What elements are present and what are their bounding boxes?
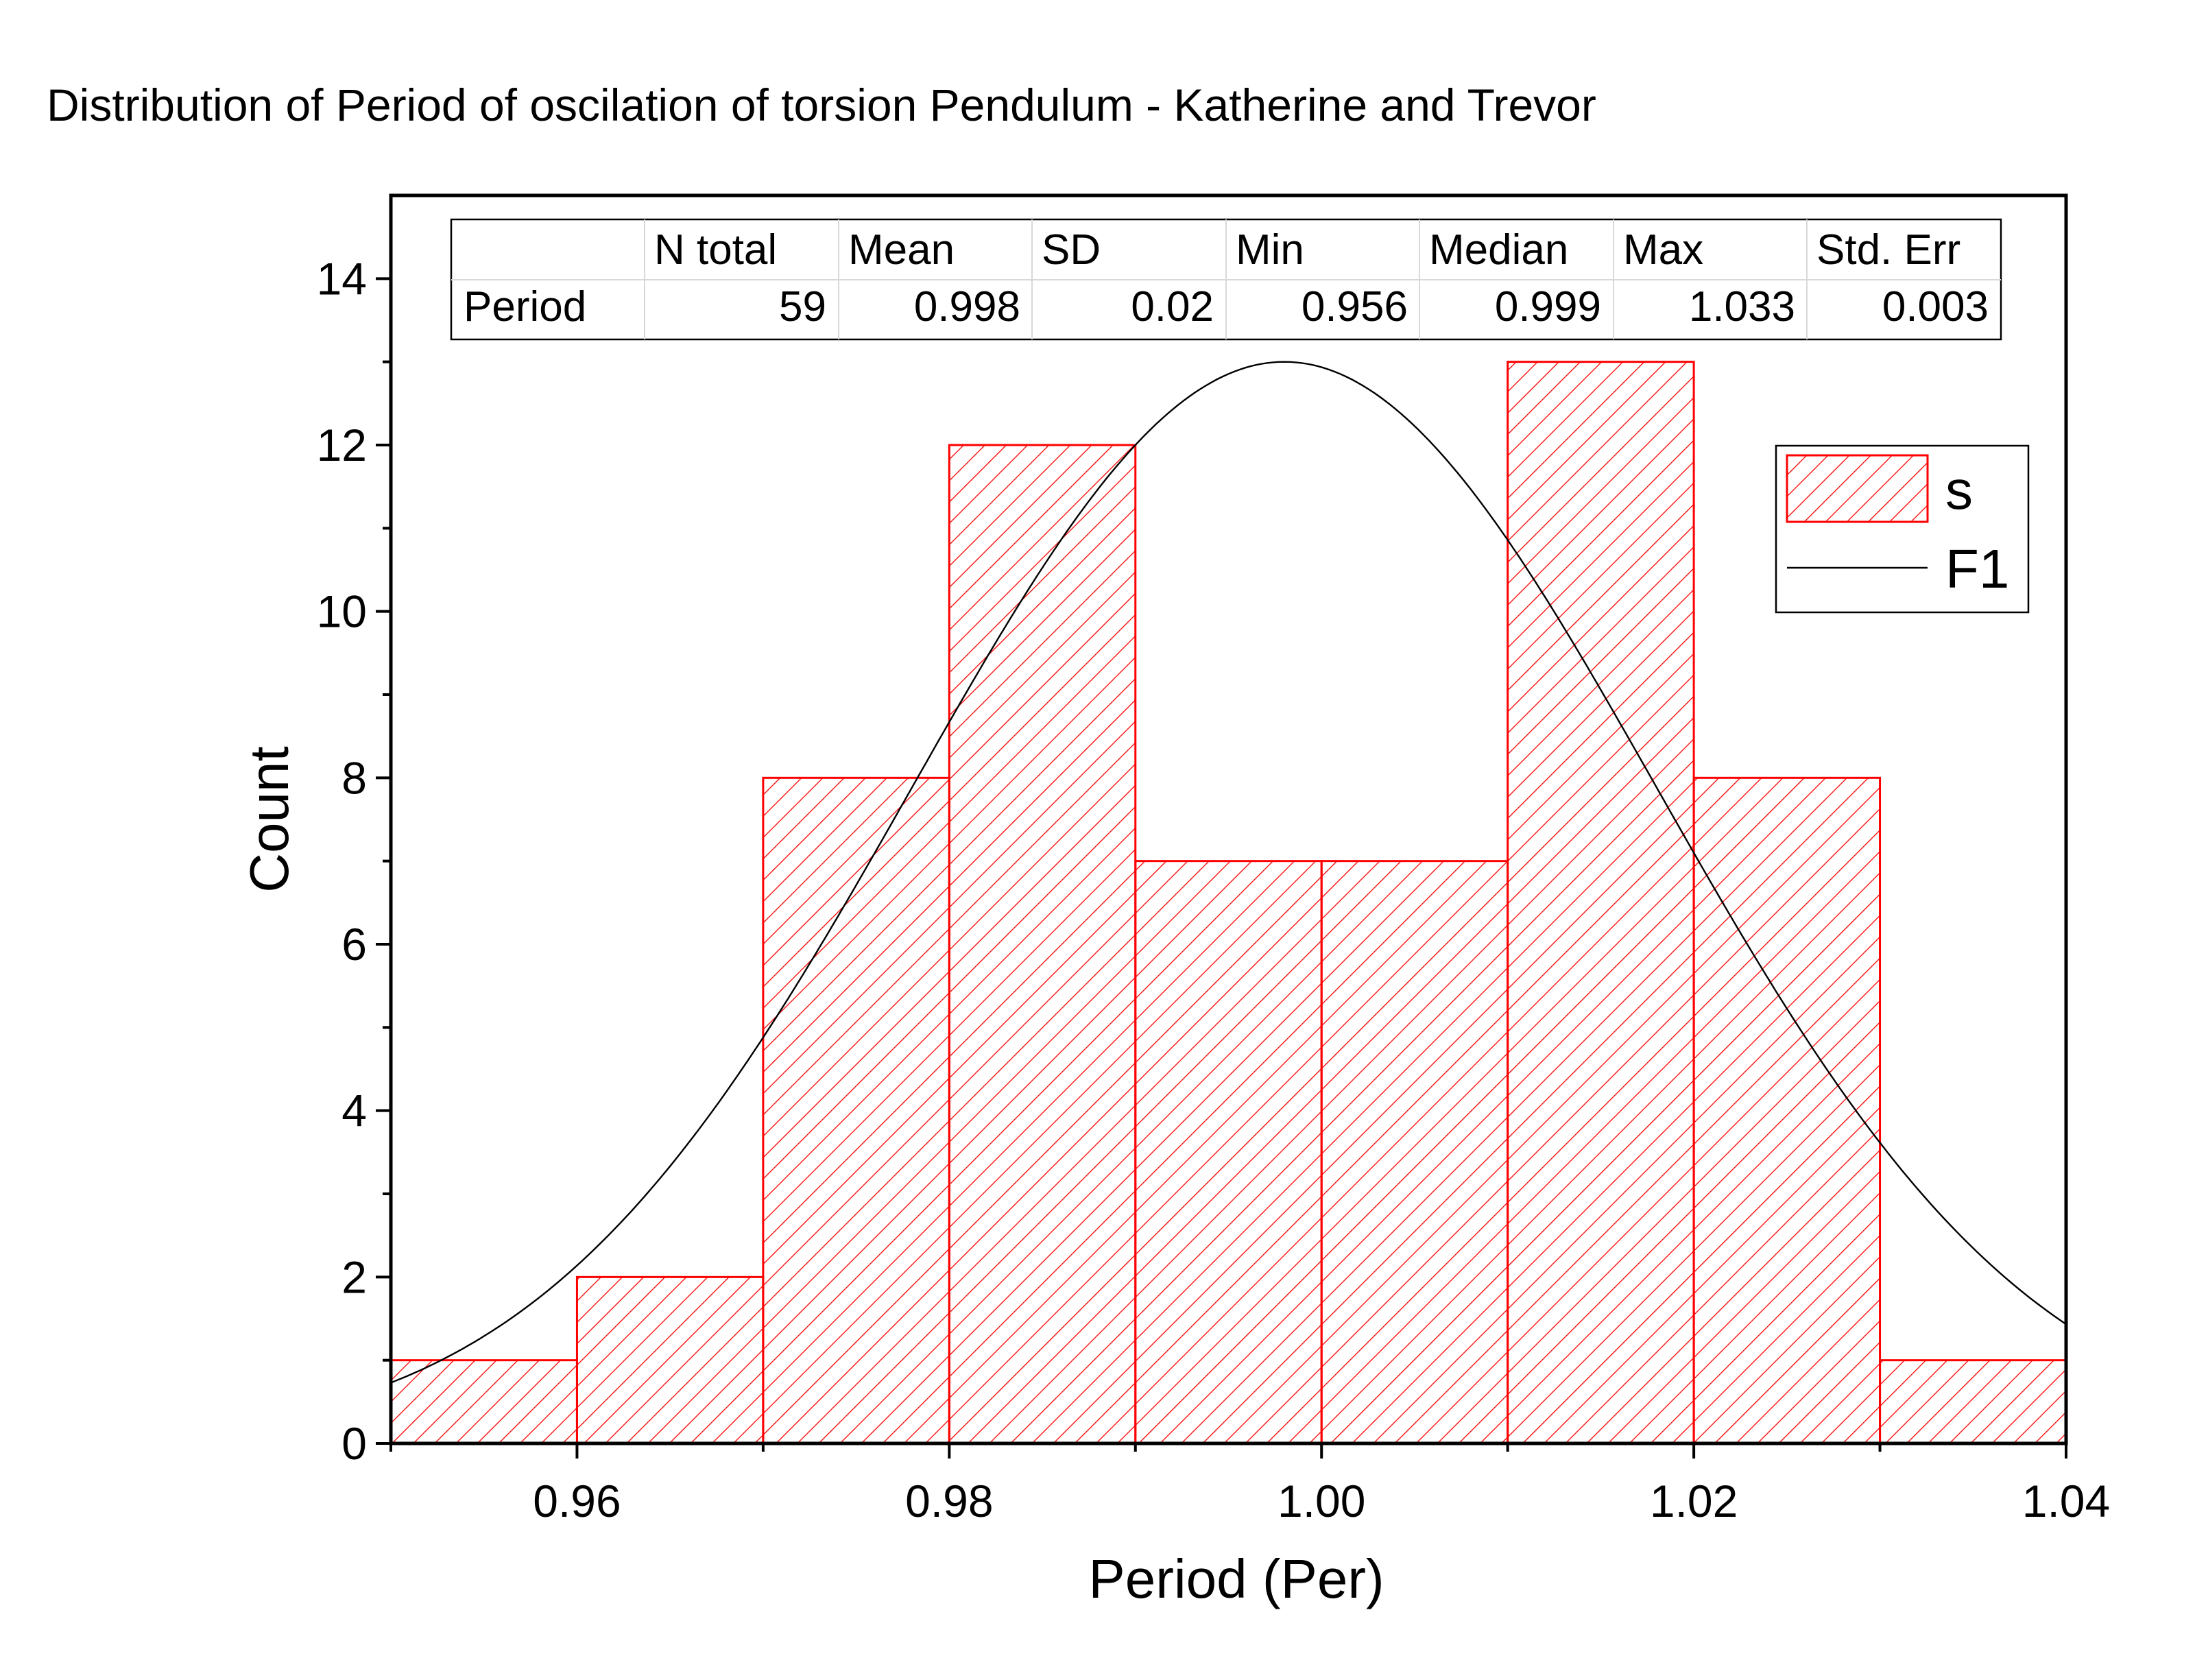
stats-table-grid — [451, 219, 2001, 339]
stats-header-mean: Mean — [848, 226, 955, 274]
stats-value-n-total: 59 — [779, 283, 826, 331]
legend-label-f1: F1 — [1945, 538, 2009, 599]
y-axis-label: Count — [239, 746, 300, 892]
x-axis-label: Period (Per) — [1088, 1548, 1384, 1609]
stats-header-sd: SD — [1042, 226, 1101, 274]
legend-swatch-s — [1786, 454, 1929, 523]
x-tick-label: 1.02 — [1650, 1476, 1738, 1526]
chart-title: Distribution of Period of oscilation of … — [47, 80, 1596, 130]
stats-table: N total Mean SD Min Median Max Std. Err … — [450, 218, 2002, 341]
x-tick-label: 1.04 — [2022, 1476, 2110, 1526]
x-tick-label: 1.00 — [1278, 1476, 1365, 1526]
y-tick-label: 10 — [317, 586, 367, 637]
histogram-bar-6 — [1507, 361, 1695, 1445]
x-tick-label: 0.98 — [905, 1476, 993, 1526]
y-tick-label: 2 — [341, 1251, 367, 1302]
histogram-bar-2 — [762, 776, 950, 1445]
histogram-bar-4 — [1134, 860, 1323, 1445]
x-tick-label: 0.96 — [533, 1476, 621, 1526]
histogram-bar-5 — [1320, 860, 1509, 1445]
histogram-bar-0 — [389, 1359, 578, 1445]
stats-value-min: 0.956 — [1302, 283, 1408, 331]
histogram-bar-7 — [1692, 776, 1882, 1445]
stats-value-sd: 0.02 — [1131, 283, 1214, 331]
legend: s F1 — [1775, 444, 2030, 614]
histogram-bar-8 — [1879, 1359, 2067, 1445]
y-tick-label: 14 — [317, 253, 367, 304]
stats-value-median: 0.999 — [1495, 283, 1601, 331]
histogram-bar-1 — [575, 1275, 765, 1445]
legend-label-s: s — [1945, 459, 1973, 520]
y-tick-label: 0 — [341, 1418, 367, 1469]
stats-header-median: Median — [1429, 226, 1568, 274]
plot-frame — [389, 193, 2068, 1445]
stats-header-std-err: Std. Err — [1816, 226, 1960, 274]
stats-header-min: Min — [1236, 226, 1304, 274]
stats-value-std-err: 0.003 — [1882, 283, 1989, 331]
fit-curve-f1 — [390, 361, 2067, 1384]
y-tick-label: 12 — [317, 420, 367, 470]
stats-header-n-total: N total — [654, 226, 777, 274]
stats-value-mean: 0.998 — [914, 283, 1020, 331]
histogram-bar-3 — [948, 444, 1137, 1445]
stats-value-max: 1.033 — [1689, 283, 1795, 331]
y-tick-label: 8 — [341, 752, 367, 803]
stats-row-label: Period — [464, 283, 586, 331]
stats-header-max: Max — [1623, 226, 1703, 274]
y-tick-label: 4 — [341, 1085, 367, 1136]
y-tick-label: 6 — [341, 919, 367, 970]
